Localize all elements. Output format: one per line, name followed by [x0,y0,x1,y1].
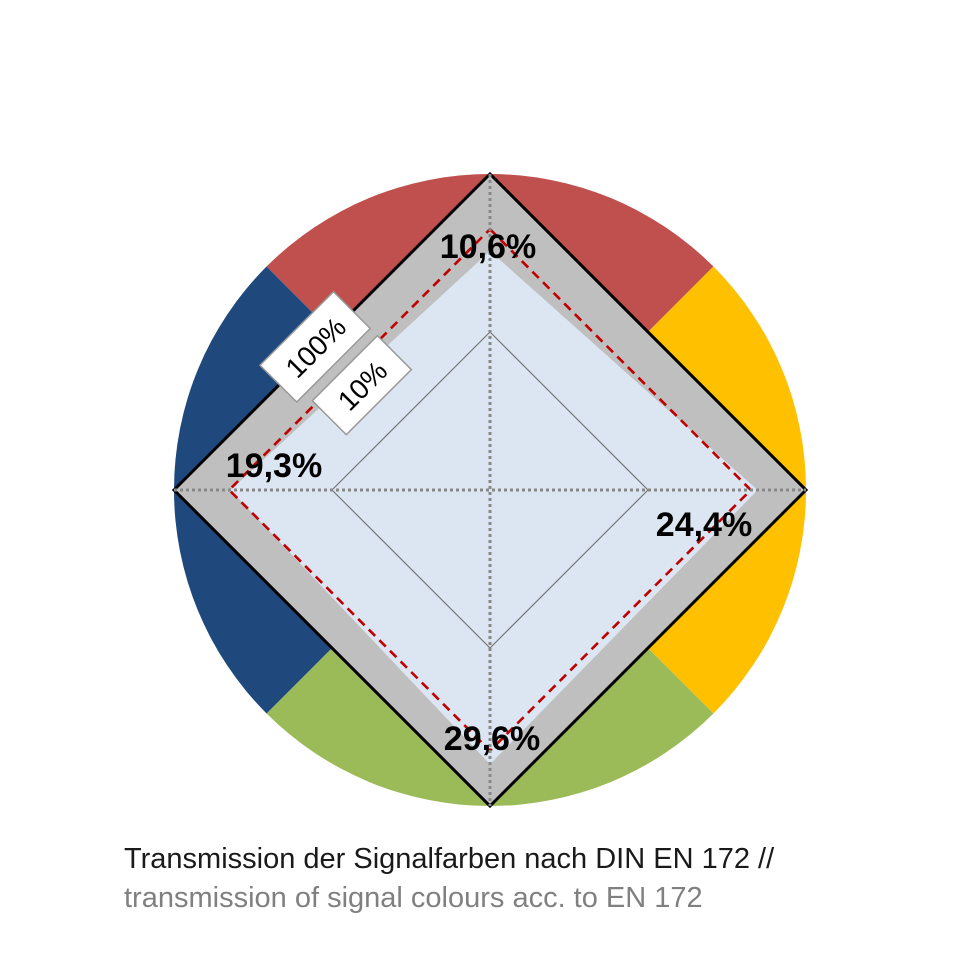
caption-german: Transmission der Signalfarben nach DIN E… [124,843,775,875]
value-label-green: 29,6% [444,720,540,758]
ring-label-10: 10% [311,334,413,436]
value-label-yellow: 24,4% [656,506,752,544]
ring-label-10-box [311,334,413,436]
value-label-red: 10,6% [440,228,536,266]
value-label-blue: 19,3% [226,447,322,485]
ring-label-100-box [258,290,372,404]
caption-english: transmission of signal colours acc. to E… [124,882,703,914]
ring-label-100: 100% [258,290,372,404]
